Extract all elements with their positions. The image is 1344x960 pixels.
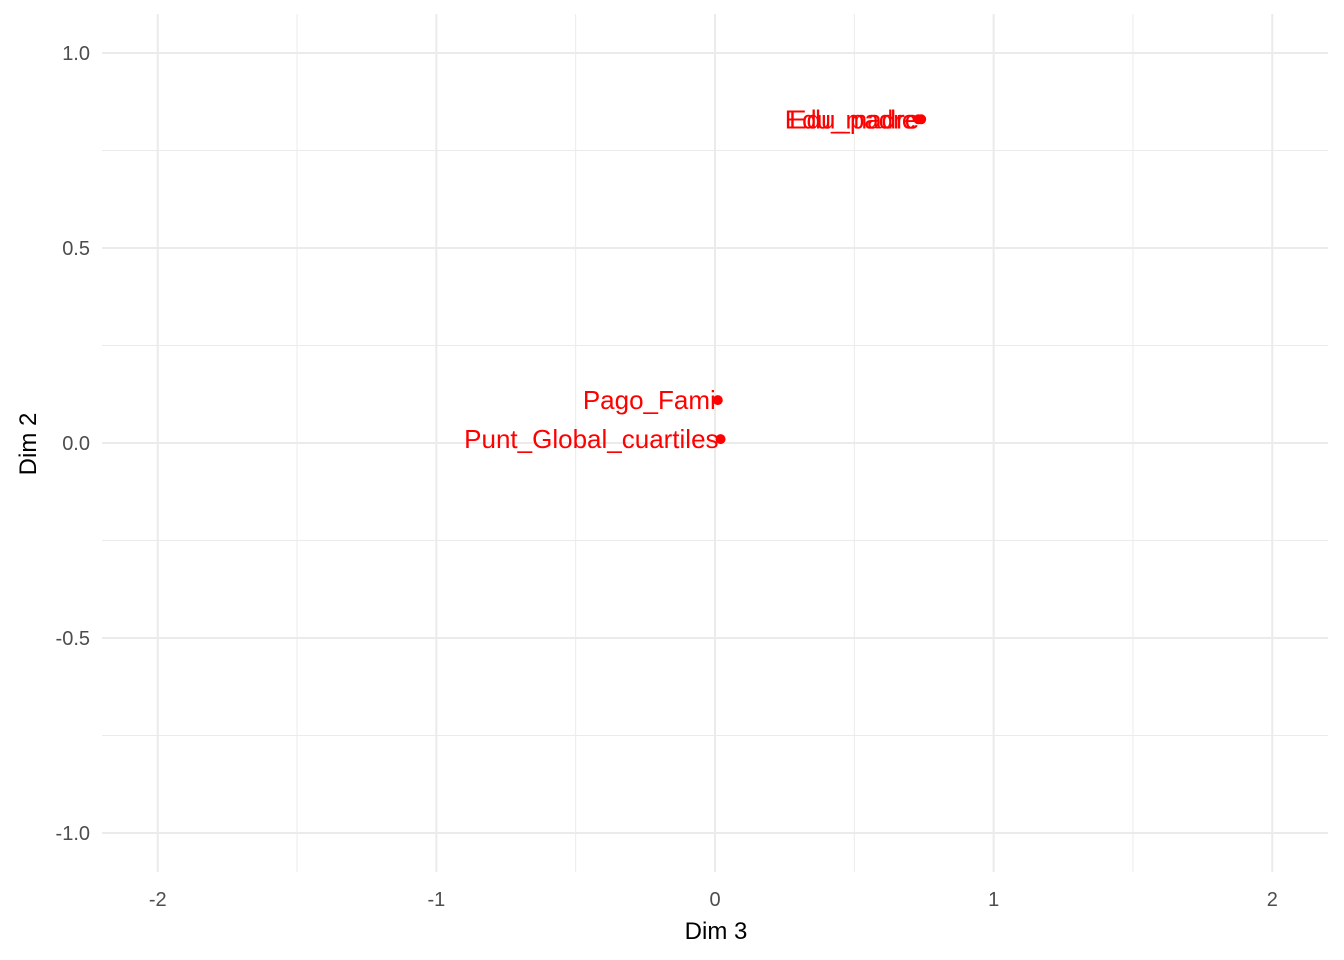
- data-point: [913, 114, 924, 125]
- y-tick-label: -0.5: [56, 628, 90, 650]
- y-tick-label: 0.0: [62, 433, 90, 455]
- y-tick-label: 0.5: [62, 238, 90, 260]
- data-point: [712, 395, 723, 406]
- y-tick-label: 1.0: [62, 43, 90, 65]
- data-point: [715, 434, 726, 445]
- x-tick-label: -1: [427, 889, 445, 911]
- x-tick-label: 1: [988, 889, 999, 911]
- y-axis-ticks: -1.0 -0.5 0.0 0.5 1.0: [56, 43, 90, 845]
- x-tick-label: 0: [709, 889, 720, 911]
- y-axis-title: Dim 2: [15, 413, 42, 476]
- x-tick-label: 2: [1267, 889, 1278, 911]
- y-tick-label: -1.0: [56, 823, 90, 845]
- x-axis-title: Dim 3: [685, 918, 748, 945]
- point-label: Edu_padre: [789, 104, 916, 134]
- major-grid: [102, 14, 1328, 872]
- point-label: Edu_madre: [785, 104, 919, 134]
- point-label: Pago_Fami: [583, 385, 716, 415]
- x-tick-label: -2: [149, 889, 167, 911]
- point-label: Punt_Global_cuartiles: [464, 424, 718, 454]
- data-points: [712, 114, 927, 445]
- x-axis-ticks: -2 -1 0 1 2: [149, 889, 1278, 911]
